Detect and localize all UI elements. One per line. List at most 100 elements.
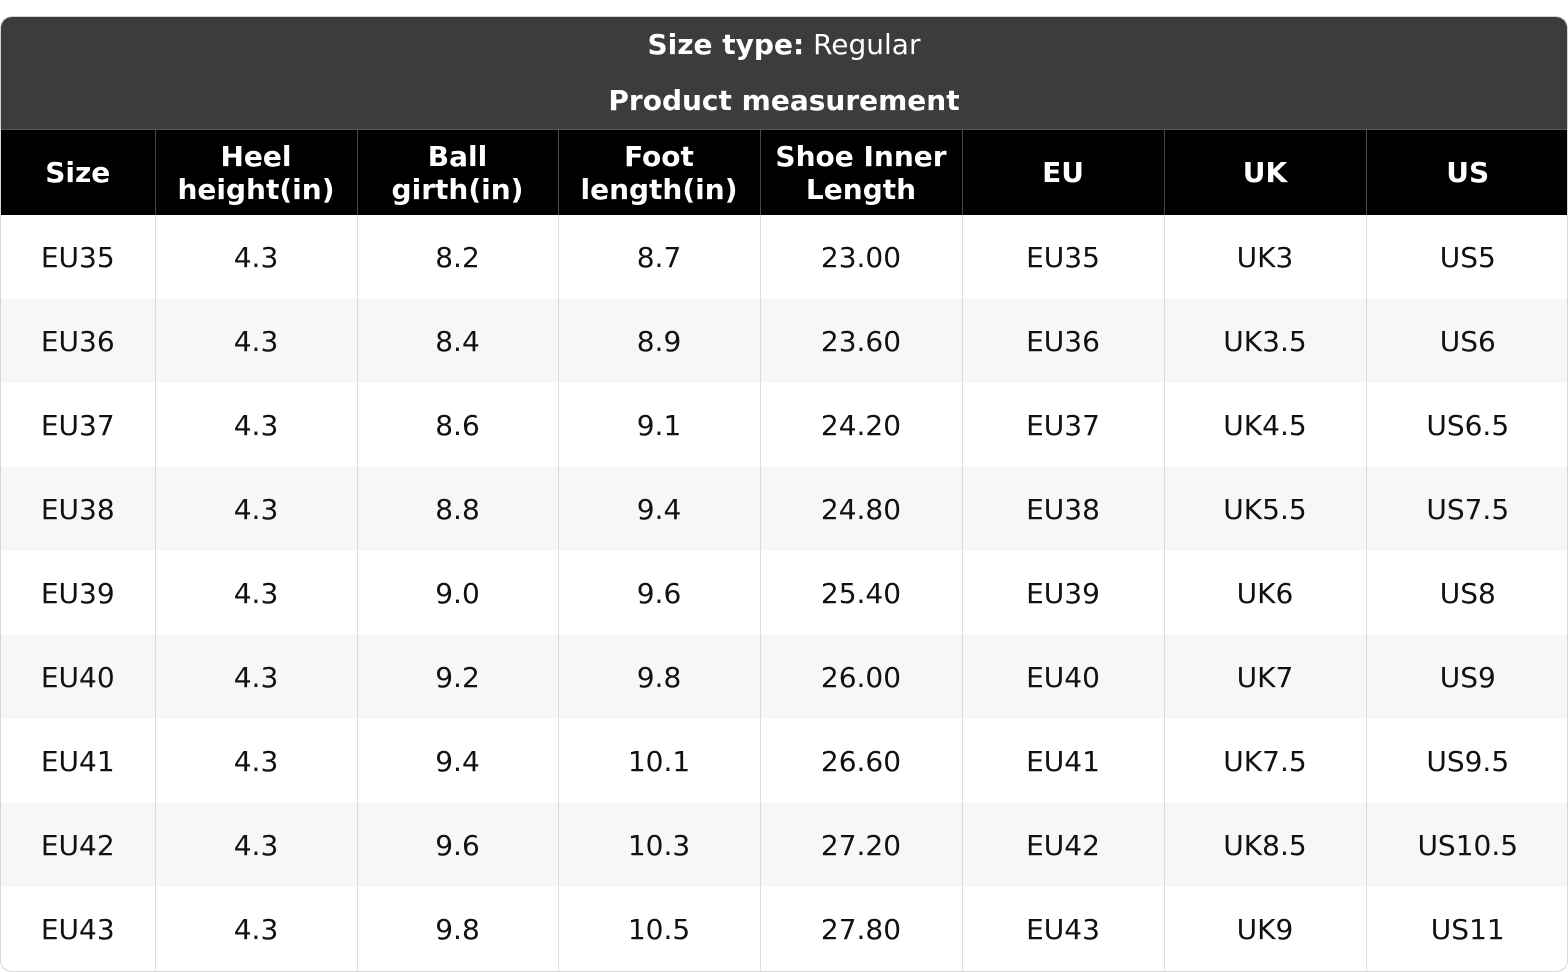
column-header-line: Ball bbox=[427, 139, 488, 173]
column-header-shoe-inner-length: Shoe Inner Length bbox=[760, 130, 963, 215]
column-header-row: Size Heel height(in) Ball girth(in) Foot lengt… bbox=[1, 130, 1567, 215]
column-header-line: Shoe Inner bbox=[775, 139, 947, 173]
table-cell-ball-girth: 8.8 bbox=[357, 467, 559, 551]
table-cell-uk: UK8.5 bbox=[1164, 803, 1367, 887]
table-cell-eu: EU38 bbox=[962, 467, 1165, 551]
table-cell-heel-height: 4.3 bbox=[155, 299, 358, 383]
table-cell-size: EU37 bbox=[1, 383, 156, 467]
table-cell-heel-height: 4.3 bbox=[155, 215, 358, 299]
table-cell-ball-girth: 8.6 bbox=[357, 383, 559, 467]
table-cell-size: EU35 bbox=[1, 215, 156, 299]
table-cell-us: US11 bbox=[1366, 887, 1567, 971]
column-header-eu: EU bbox=[962, 130, 1165, 215]
table-cell-uk: UK5.5 bbox=[1164, 467, 1367, 551]
table-cell-uk: UK3.5 bbox=[1164, 299, 1367, 383]
table-cell-heel-height: 4.3 bbox=[155, 719, 358, 803]
table-cell-foot-length: 8.9 bbox=[558, 299, 761, 383]
table-cell-foot-length: 10.3 bbox=[558, 803, 761, 887]
column-header-line: UK bbox=[1242, 156, 1288, 189]
table-cell-shoe-inner-length: 23.60 bbox=[760, 299, 963, 383]
table-cell-heel-height: 4.3 bbox=[155, 383, 358, 467]
table-cell-eu: EU43 bbox=[962, 887, 1165, 971]
table-cell-eu: EU42 bbox=[962, 803, 1165, 887]
table-cell-us: US9.5 bbox=[1366, 719, 1567, 803]
table-cell-ball-girth: 8.4 bbox=[357, 299, 559, 383]
size-table: Size Heel height(in) Ball girth(in) Foot lengt… bbox=[1, 130, 1567, 971]
column-header-line: Length bbox=[805, 172, 917, 206]
size-type-label: Size type: bbox=[647, 28, 805, 61]
table-cell-uk: UK6 bbox=[1164, 551, 1367, 635]
table-cell-heel-height: 4.3 bbox=[155, 467, 358, 551]
table-cell-foot-length: 9.1 bbox=[558, 383, 761, 467]
column-header-line: US bbox=[1446, 156, 1490, 189]
table-cell-eu: EU35 bbox=[962, 215, 1165, 299]
table-cell-eu: EU41 bbox=[962, 719, 1165, 803]
table-cell-shoe-inner-length: 25.40 bbox=[760, 551, 963, 635]
table-cell-size: EU36 bbox=[1, 299, 156, 383]
size-chart-card: Size type: Regular Product measurement S… bbox=[0, 16, 1568, 972]
size-chart-header: Size type: Regular Product measurement bbox=[1, 17, 1567, 130]
table-cell-heel-height: 4.3 bbox=[155, 887, 358, 971]
table-cell-ball-girth: 9.8 bbox=[357, 887, 559, 971]
table-cell-size: EU42 bbox=[1, 803, 156, 887]
table-cell-size: EU43 bbox=[1, 887, 156, 971]
table-row: EU43 4.3 9.8 10.5 27.80 EU43 UK9 US11 bbox=[1, 887, 1567, 971]
table-cell-foot-length: 9.6 bbox=[558, 551, 761, 635]
table-cell-ball-girth: 8.2 bbox=[357, 215, 559, 299]
column-header-uk: UK bbox=[1164, 130, 1367, 215]
table-cell-us: US7.5 bbox=[1366, 467, 1567, 551]
table-cell-uk: UK7 bbox=[1164, 635, 1367, 719]
table-cell-shoe-inner-length: 27.20 bbox=[760, 803, 963, 887]
table-cell-foot-length: 9.8 bbox=[558, 635, 761, 719]
table-cell-eu: EU37 bbox=[962, 383, 1165, 467]
table-cell-size: EU38 bbox=[1, 467, 156, 551]
column-header-foot-length: Foot length(in) bbox=[558, 130, 761, 215]
table-cell-us: US6.5 bbox=[1366, 383, 1567, 467]
table-row: EU39 4.3 9.0 9.6 25.40 EU39 UK6 US8 bbox=[1, 551, 1567, 635]
table-cell-heel-height: 4.3 bbox=[155, 635, 358, 719]
column-header-line: Size bbox=[45, 156, 111, 189]
table-cell-ball-girth: 9.2 bbox=[357, 635, 559, 719]
table-row: EU42 4.3 9.6 10.3 27.20 EU42 UK8.5 US10.5 bbox=[1, 803, 1567, 887]
column-header-line: Heel bbox=[220, 139, 292, 173]
table-cell-foot-length: 10.5 bbox=[558, 887, 761, 971]
table-cell-us: US5 bbox=[1366, 215, 1567, 299]
table-cell-shoe-inner-length: 27.80 bbox=[760, 887, 963, 971]
table-cell-us: US8 bbox=[1366, 551, 1567, 635]
column-header-line: length(in) bbox=[580, 172, 738, 206]
table-cell-us: US10.5 bbox=[1366, 803, 1567, 887]
size-table-body: EU35 4.3 8.2 8.7 23.00 EU35 UK3 US5 EU36 4.3 8.4 8.… bbox=[1, 215, 1567, 971]
table-cell-ball-girth: 9.0 bbox=[357, 551, 559, 635]
table-cell-shoe-inner-length: 24.20 bbox=[760, 383, 963, 467]
table-cell-foot-length: 9.4 bbox=[558, 467, 761, 551]
table-cell-size: EU41 bbox=[1, 719, 156, 803]
table-cell-heel-height: 4.3 bbox=[155, 803, 358, 887]
table-row: EU36 4.3 8.4 8.9 23.60 EU36 UK3.5 US6 bbox=[1, 299, 1567, 383]
table-cell-shoe-inner-length: 26.60 bbox=[760, 719, 963, 803]
table-cell-eu: EU39 bbox=[962, 551, 1165, 635]
table-cell-size: EU39 bbox=[1, 551, 156, 635]
table-cell-shoe-inner-length: 26.00 bbox=[760, 635, 963, 719]
table-cell-heel-height: 4.3 bbox=[155, 551, 358, 635]
table-cell-foot-length: 10.1 bbox=[558, 719, 761, 803]
table-cell-foot-length: 8.7 bbox=[558, 215, 761, 299]
column-header-line: EU bbox=[1042, 156, 1084, 189]
table-cell-uk: UK7.5 bbox=[1164, 719, 1367, 803]
table-row: EU41 4.3 9.4 10.1 26.60 EU41 UK7.5 US9.5 bbox=[1, 719, 1567, 803]
table-row: EU37 4.3 8.6 9.1 24.20 EU37 UK4.5 US6.5 bbox=[1, 383, 1567, 467]
table-cell-eu: EU36 bbox=[962, 299, 1165, 383]
table-cell-us: US9 bbox=[1366, 635, 1567, 719]
table-cell-us: US6 bbox=[1366, 299, 1567, 383]
column-header-line: girth(in) bbox=[391, 172, 524, 206]
column-header-size: Size bbox=[1, 130, 156, 215]
table-cell-ball-girth: 9.4 bbox=[357, 719, 559, 803]
column-header-heel-height: Heel height(in) bbox=[155, 130, 358, 215]
table-row: EU38 4.3 8.8 9.4 24.80 EU38 UK5.5 US7.5 bbox=[1, 467, 1567, 551]
table-cell-uk: UK9 bbox=[1164, 887, 1367, 971]
size-type-line: Size type: Regular bbox=[1, 17, 1567, 73]
product-measurement-title: Product measurement bbox=[608, 84, 960, 117]
column-header-ball-girth: Ball girth(in) bbox=[357, 130, 559, 215]
table-cell-size: EU40 bbox=[1, 635, 156, 719]
table-cell-eu: EU40 bbox=[962, 635, 1165, 719]
column-header-us: US bbox=[1366, 130, 1567, 215]
